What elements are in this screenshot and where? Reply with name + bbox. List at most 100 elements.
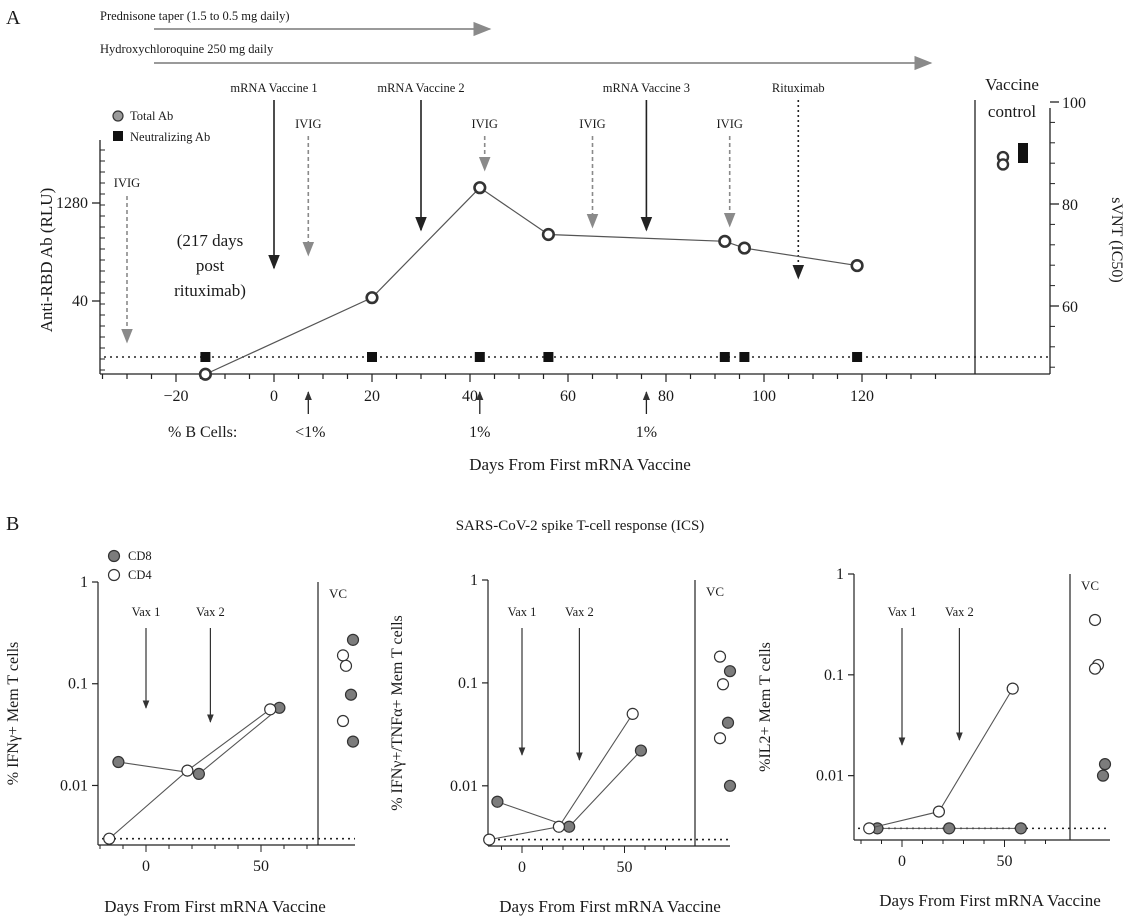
cd8-point	[1014, 822, 1028, 835]
vc-cd4-point	[336, 714, 350, 728]
legend-cd4-label: CD4	[128, 568, 152, 582]
ifng-tnfa-panel: VC 0.01 0.1 1 0 50 Days From First mRNA Vaccin…	[389, 572, 737, 916]
vc-cd8-point	[1098, 758, 1112, 771]
x-tick-label: 0	[270, 388, 278, 405]
legend-cd4-marker	[107, 568, 121, 582]
vc-cd8-point	[723, 779, 737, 792]
y-tick-label: 0.01	[816, 768, 844, 785]
y-tick-label: 40	[72, 293, 88, 310]
legend-total-ab-label: Total Ab	[130, 109, 173, 123]
y-axis-label: % IFNγ+ Mem T cells	[5, 642, 22, 786]
cd8-point	[112, 755, 125, 769]
cd4-point	[863, 822, 876, 835]
x-tick-label: 80	[658, 388, 674, 405]
vc-cd4-point	[336, 649, 350, 662]
note-line-1: (217 days	[177, 231, 244, 250]
x-tick-label: 120	[850, 388, 874, 405]
neutralizing-ab-point	[367, 352, 377, 362]
event-label: Rituximab	[772, 81, 825, 95]
treatment-label-hydroxychloroquine: Hydroxychloroquine 250 mg daily	[100, 42, 274, 56]
control-total-ab-point	[996, 158, 1010, 171]
vaccine-control-label: Vaccine control	[985, 75, 1039, 121]
cd8-point	[192, 767, 205, 780]
x-axis-label: Days From First mRNA Vaccine	[104, 897, 326, 916]
legend-neutralizing-ab-marker	[113, 131, 123, 141]
control-label-line-1: Vaccine	[985, 75, 1039, 94]
event-label: IVIG	[717, 117, 743, 131]
cd4-point	[483, 833, 496, 846]
x-tick-label: 40	[462, 388, 478, 405]
y-tick-label: 0.01	[450, 778, 478, 795]
cd4-point	[552, 820, 566, 833]
cd4-point	[932, 805, 946, 818]
x-tick-label: −20	[163, 388, 188, 405]
b-cell-value: <1%	[295, 424, 325, 441]
anti-rbd-ylabel: Anti-RBD Ab (RLU)	[37, 188, 56, 333]
y-tick-label: 0.1	[824, 667, 844, 684]
event-label: mRNA Vaccine 2	[377, 81, 464, 95]
x-tick-label: 60	[560, 388, 576, 405]
event-arrows: IVIG mRNA Vaccine 1 IVIG mRNA Vaccine 2 IVIG…	[114, 81, 825, 344]
cd4-point	[1006, 682, 1019, 695]
x-tick-label: 50	[617, 859, 633, 876]
vc-cd8-point	[1096, 769, 1110, 782]
panel-a-legend: Total Ab Neutralizing Ab	[112, 109, 210, 144]
legend-neutralizing-ab-label: Neutralizing Ab	[130, 130, 210, 144]
total-ab-point	[718, 234, 732, 248]
vax-label: Vax 2	[196, 605, 225, 619]
b-cells-label: % B Cells:	[168, 424, 237, 441]
vc-cd4-point	[1088, 613, 1102, 627]
panel-a: A Prednisone taper (1.5 to 0.5 mg daily)…	[6, 7, 1125, 474]
legend-cd8-marker	[107, 549, 121, 563]
left-y-ticks: 40 1280	[56, 149, 105, 371]
x-tick-label: 0	[518, 859, 526, 876]
event-label: IVIG	[579, 117, 605, 131]
total-ab-point	[473, 181, 487, 195]
x-axis-label: Days From First mRNA Vaccine	[499, 897, 721, 916]
y2-tick-label: 100	[1062, 95, 1086, 112]
x-ticks: −20 0 20 40 60 80 100 120	[101, 374, 937, 405]
anti-rbd-axes: −20 0 20 40 60 80 100 120 40 1280 60 80 100 Anti-R…	[37, 95, 1125, 474]
legend-cd8-label: CD8	[128, 549, 152, 563]
total-ab-point	[198, 367, 212, 381]
vc-label: VC	[329, 586, 347, 601]
neutralizing-ab-point	[719, 352, 730, 362]
y2-tick-label: 60	[1062, 299, 1078, 316]
neutralizing-ab-point	[543, 352, 554, 362]
panel-b-title: SARS-CoV-2 spike T-cell response (ICS)	[456, 518, 705, 534]
neutralizing-ab-point	[739, 352, 750, 362]
neutralizing-ab-point	[852, 352, 863, 362]
panel-b-legend: CD8 CD4	[107, 549, 152, 582]
vc-cd8-point	[721, 716, 735, 729]
panel-b: B SARS-CoV-2 spike T-cell response (ICS)…	[5, 513, 1112, 916]
legend-total-ab-marker	[112, 110, 124, 122]
vax-label: Vax 2	[945, 605, 974, 619]
vc-label: VC	[706, 584, 724, 599]
cd8-point	[563, 820, 576, 833]
y-tick-label: 0.01	[60, 777, 88, 794]
b-cell-value: 1%	[469, 424, 490, 441]
cd4-point	[264, 703, 277, 716]
il2-panel: VC 0.01 0.1 1 0 50 Days From First mRNA Vaccin…	[757, 566, 1112, 910]
x-tick-label: 50	[997, 853, 1013, 870]
right-y-ticks: 60 80 100	[1050, 95, 1086, 368]
vax-label: Vax 1	[132, 605, 161, 619]
total-ab-point	[737, 241, 752, 255]
x-tick-label: 0	[142, 858, 150, 875]
vc-cd8-point	[344, 688, 358, 701]
event-label: mRNA Vaccine 3	[603, 81, 690, 95]
x-axis-label: Days From First mRNA Vaccine	[879, 891, 1101, 910]
x-tick-label: 50	[253, 858, 269, 875]
y-tick-label: 1	[836, 566, 844, 583]
vax-label: Vax 1	[888, 605, 917, 619]
event-label: IVIG	[114, 176, 140, 190]
vc-cd8-point	[346, 735, 360, 748]
cd4-line	[489, 713, 634, 841]
total-ab-point	[850, 258, 864, 273]
neutralizing-ab-point	[474, 352, 485, 362]
treatment-label-prednisone: Prednisone taper (1.5 to 0.5 mg daily)	[100, 9, 290, 23]
anti-rbd-xlabel: Days From First mRNA Vaccine	[469, 455, 691, 474]
cd8-line	[497, 750, 642, 828]
control-label-line-2: control	[988, 102, 1036, 121]
